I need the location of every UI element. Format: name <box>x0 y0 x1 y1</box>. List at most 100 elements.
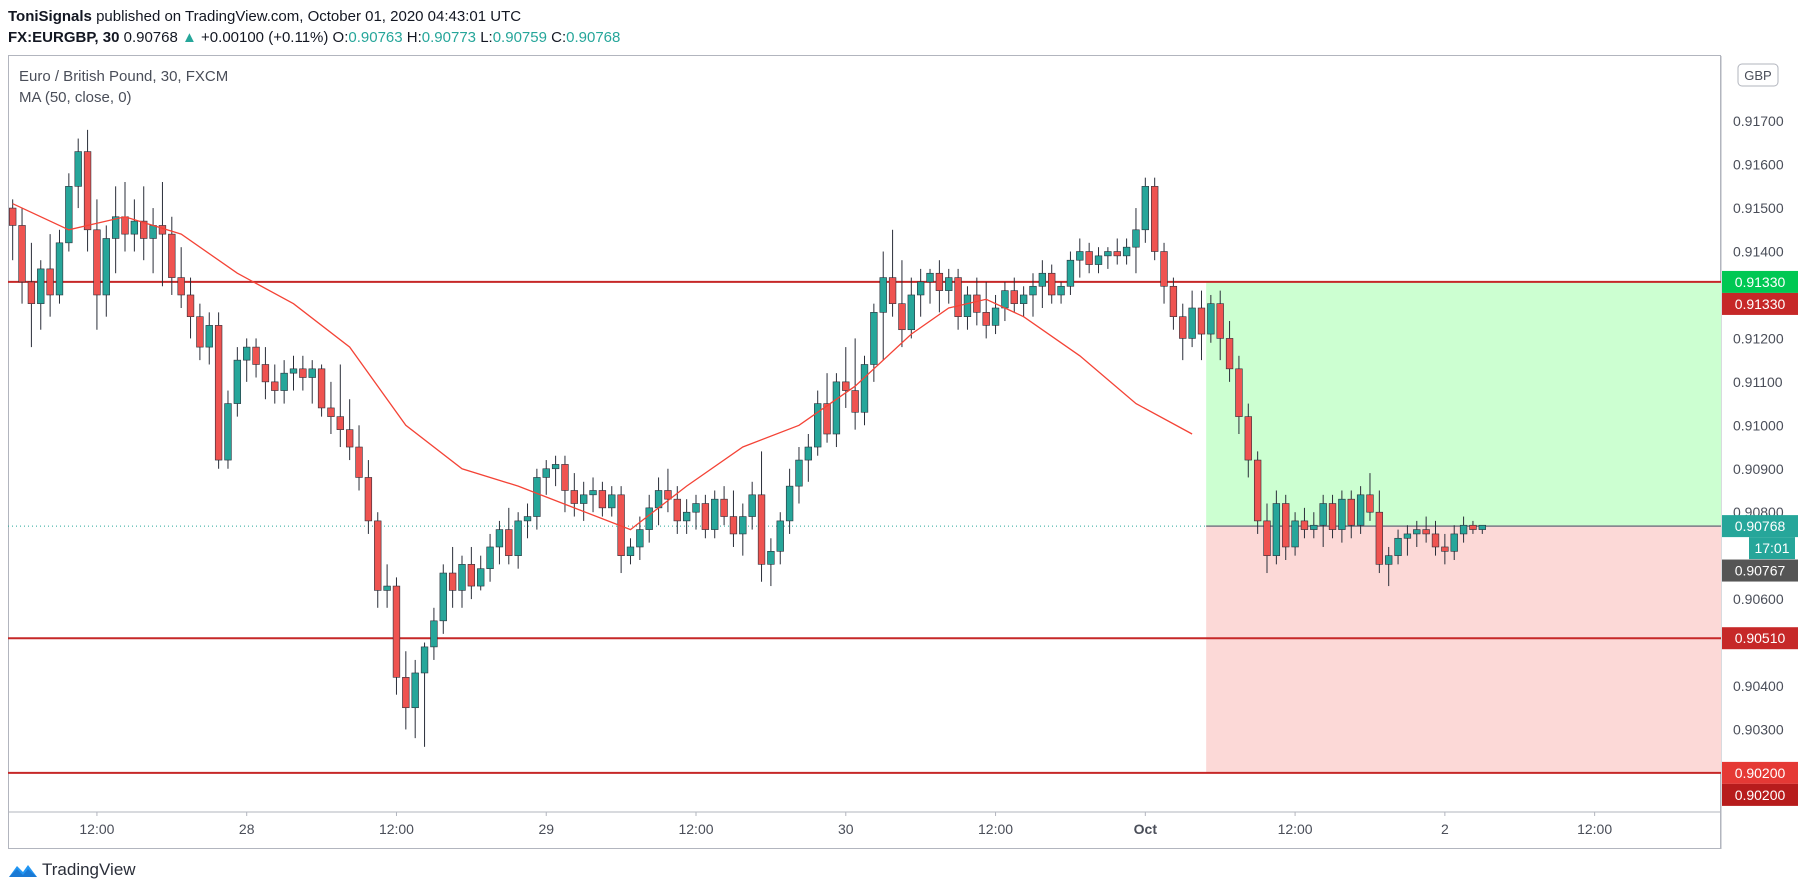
candle-body[interactable] <box>1328 503 1337 530</box>
candle-body[interactable] <box>1431 533 1440 548</box>
candle-body[interactable] <box>580 494 588 504</box>
candle-body[interactable] <box>374 520 382 591</box>
candle-body[interactable] <box>636 529 644 548</box>
candle-body[interactable] <box>963 294 972 317</box>
candle-body[interactable] <box>1478 524 1486 530</box>
candle-body[interactable] <box>196 316 204 348</box>
candle-body[interactable] <box>46 268 54 296</box>
candle-body[interactable] <box>289 368 298 374</box>
candle-body[interactable] <box>739 516 747 535</box>
candle-body[interactable] <box>1076 251 1084 261</box>
candle-body[interactable] <box>1459 524 1468 535</box>
candle-body[interactable] <box>757 494 766 565</box>
candle-body[interactable] <box>392 585 401 678</box>
candle-body[interactable] <box>1394 537 1402 556</box>
candle-body[interactable] <box>1151 186 1159 252</box>
candle-body[interactable] <box>860 364 869 413</box>
candle-body[interactable] <box>991 307 1000 326</box>
candle-body[interactable] <box>926 272 934 283</box>
candle-body[interactable] <box>851 390 859 413</box>
candle-body[interactable] <box>720 498 728 517</box>
candle-body[interactable] <box>1291 520 1299 548</box>
candle-body[interactable] <box>271 381 279 391</box>
candle-body[interactable] <box>888 277 897 304</box>
candle-body[interactable] <box>523 516 532 522</box>
candle-body[interactable] <box>345 429 354 448</box>
candle-body[interactable] <box>645 507 653 530</box>
candle-body[interactable] <box>907 294 915 331</box>
candle-body[interactable] <box>1094 255 1103 265</box>
candle-body[interactable] <box>1057 285 1065 296</box>
candle-body[interactable] <box>261 364 270 383</box>
candle-body[interactable] <box>1113 251 1121 257</box>
candle-body[interactable] <box>93 229 101 296</box>
candle-body[interactable] <box>1085 251 1093 265</box>
target-zone[interactable] <box>1206 281 1721 527</box>
candle-body[interactable] <box>542 468 550 478</box>
candle-body[interactable] <box>149 225 157 239</box>
candle-body[interactable] <box>1216 303 1224 339</box>
candle-body[interactable] <box>177 277 185 296</box>
candle-body[interactable] <box>1160 251 1168 287</box>
candle-body[interactable] <box>1038 272 1047 287</box>
currency-badge[interactable] <box>1737 63 1779 87</box>
candle-body[interactable] <box>402 677 410 709</box>
candle-body[interactable] <box>1253 459 1262 522</box>
candle-body[interactable] <box>1225 338 1234 370</box>
candle-body[interactable] <box>1029 285 1037 296</box>
candle-body[interactable] <box>336 416 344 430</box>
candle-body[interactable] <box>308 368 316 378</box>
candle-body[interactable] <box>561 464 569 491</box>
candle-body[interactable] <box>1001 290 1009 309</box>
candle-body[interactable] <box>767 551 775 565</box>
candle-body[interactable] <box>701 503 710 530</box>
candle-body[interactable] <box>168 233 176 278</box>
candle-body[interactable] <box>692 503 700 513</box>
ma-50-line[interactable] <box>12 203 1193 531</box>
candle-body[interactable] <box>299 368 307 378</box>
candle-body[interactable] <box>935 272 944 291</box>
candle-body[interactable] <box>1235 368 1243 417</box>
candle-body[interactable] <box>121 216 129 235</box>
candle-body[interactable] <box>954 277 962 317</box>
candle-body[interactable] <box>317 368 326 409</box>
legend-indicator[interactable]: MA (50, close, 0) <box>19 89 132 106</box>
candle-body[interactable] <box>570 490 578 504</box>
candle-body[interactable] <box>1188 307 1196 339</box>
candle-body[interactable] <box>130 220 139 235</box>
candle-body[interactable] <box>1441 546 1449 552</box>
candle-body[interactable] <box>1263 520 1271 556</box>
candle-body[interactable] <box>879 277 887 313</box>
candle-body[interactable] <box>458 564 466 591</box>
candle-body[interactable] <box>1207 303 1215 335</box>
candle-body[interactable] <box>280 372 288 391</box>
candle-body[interactable] <box>1244 416 1252 461</box>
candle-body[interactable] <box>514 520 522 556</box>
candle-body[interactable] <box>711 498 719 530</box>
candle-body[interactable] <box>823 403 831 435</box>
candle-body[interactable] <box>1132 229 1140 248</box>
candle-body[interactable] <box>1179 316 1187 339</box>
candle-body[interactable] <box>37 268 45 304</box>
candle-body[interactable] <box>355 446 363 478</box>
candle-body[interactable] <box>551 464 560 470</box>
candle-body[interactable] <box>1282 503 1290 548</box>
candle-body[interactable] <box>589 490 597 496</box>
candle-body[interactable] <box>916 281 925 296</box>
candle-body[interactable] <box>364 477 373 522</box>
candle-body[interactable] <box>140 220 148 239</box>
candle-body[interactable] <box>814 403 822 448</box>
candle-body[interactable] <box>467 564 476 587</box>
candle-body[interactable] <box>18 225 26 283</box>
candle-body[interactable] <box>205 325 213 348</box>
candle-body[interactable] <box>608 494 616 509</box>
candle-body[interactable] <box>439 572 447 622</box>
candle-body[interactable] <box>243 346 251 361</box>
candle-body[interactable] <box>664 490 672 500</box>
candle-body[interactable] <box>102 238 110 296</box>
candle-body[interactable] <box>1122 246 1131 257</box>
candle-body[interactable] <box>495 529 504 548</box>
candle-body[interactable] <box>27 281 36 304</box>
candle-body[interactable] <box>1141 186 1149 231</box>
